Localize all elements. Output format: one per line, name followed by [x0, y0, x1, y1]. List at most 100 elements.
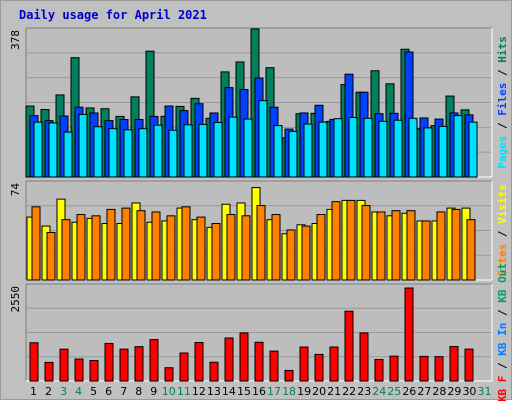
bar-kb-f-day-11 [179, 352, 189, 382]
bar-sites-day-13 [211, 223, 221, 281]
x-tick-label-day-19: 19 [297, 385, 311, 398]
bar-sites-day-24 [376, 211, 386, 281]
legend-item: KB F [496, 376, 509, 401]
bar-kb-f-day-22 [344, 310, 354, 382]
bar-kb-f-day-18 [284, 369, 294, 382]
bar-pages-day-13 [213, 122, 223, 178]
bar-kb-f-day-30 [464, 348, 474, 382]
bar-pages-day-27 [423, 127, 433, 178]
y-max-label: 2550 [9, 286, 22, 313]
bar-kb-f-day-23 [359, 332, 369, 382]
x-tick-label-day-31: 31 [477, 385, 491, 398]
x-tick-label-day-22: 22 [342, 385, 356, 398]
bar-sites-day-11 [181, 206, 191, 281]
bar-pages-day-25 [393, 119, 403, 178]
bar-sites-day-30 [466, 219, 476, 281]
legend: KB F / KB In / KB Out [496, 263, 509, 401]
bar-sites-day-6 [106, 208, 116, 281]
bar-pages-day-30 [468, 121, 478, 178]
x-tick-label-day-28: 28 [432, 385, 446, 398]
bar-sites-day-3 [61, 219, 71, 281]
bar-pages-day-18 [288, 130, 298, 178]
x-tick-label-day-10: 10 [162, 385, 176, 398]
chart-title: Daily usage for April 2021 [19, 8, 207, 22]
legend-item: KB In [496, 323, 509, 356]
legend: Sites / Visits [496, 184, 509, 277]
legend-item: Hits [496, 36, 509, 63]
x-tick-label-day-8: 8 [135, 385, 142, 398]
x-tick-label-day-12: 12 [192, 385, 206, 398]
x-tick-label-day-15: 15 [237, 385, 251, 398]
legend-item: / [496, 116, 509, 136]
bar-kb-f-day-10 [164, 367, 174, 382]
legend-item: / [496, 63, 509, 83]
x-tick-label-day-29: 29 [447, 385, 461, 398]
bar-kb-f-day-26 [404, 287, 414, 382]
x-tick-label-day-27: 27 [417, 385, 431, 398]
bar-pages-day-19 [303, 123, 313, 178]
bar-kb-f-day-25 [389, 355, 399, 382]
bar-sites-day-21 [331, 201, 341, 281]
bar-kb-f-day-7 [119, 348, 129, 382]
x-tick-label-day-23: 23 [357, 385, 371, 398]
bar-kb-f-day-27 [419, 355, 429, 382]
x-tick-label-day-9: 9 [150, 385, 157, 398]
bar-kb-f-day-29 [449, 345, 459, 382]
panel-visits-sites: 74 Sites / Visits [9, 180, 509, 281]
x-tick-label-day-30: 30 [462, 385, 476, 398]
bar-pages-day-2 [48, 122, 58, 178]
bar-sites-day-17 [271, 214, 281, 281]
bar-sites-day-25 [391, 210, 401, 281]
x-tick-label-day-3: 3 [60, 385, 67, 398]
bar-sites-day-26 [406, 210, 416, 281]
x-tick-label-day-17: 17 [267, 385, 281, 398]
bar-kb-f-day-2 [44, 361, 54, 382]
bar-kb-f-day-9 [149, 339, 159, 382]
bar-sites-day-29 [451, 208, 461, 281]
x-tick-label-day-4: 4 [75, 385, 82, 398]
bar-pages-day-11 [183, 124, 193, 178]
bar-kb-f-day-1 [29, 342, 39, 382]
legend-item: Visits [496, 184, 509, 224]
legend-item: Sites [496, 244, 509, 277]
bar-pages-day-10 [168, 129, 178, 178]
bar-sites-day-16 [256, 205, 266, 281]
x-tick-label-day-18: 18 [282, 385, 296, 398]
bar-sites-day-28 [436, 211, 446, 281]
bar-pages-day-3 [63, 131, 73, 178]
bar-sites-day-4 [76, 214, 86, 281]
bar-sites-day-18 [286, 229, 296, 281]
bar-kb-f-day-21 [329, 346, 339, 382]
bar-pages-day-20 [318, 121, 328, 178]
bar-kb-f-day-5 [89, 360, 99, 382]
bar-kb-f-day-6 [104, 342, 114, 382]
legend-item: KB Out [496, 263, 509, 303]
bar-sites-day-5 [91, 215, 101, 281]
bar-sites-day-27 [421, 220, 431, 281]
bar-kb-f-day-3 [59, 348, 69, 382]
bar-pages-day-6 [108, 128, 118, 178]
bar-kb-f-day-15 [239, 332, 249, 382]
x-tick-label-day-11: 11 [177, 385, 191, 398]
bar-pages-day-28 [438, 125, 448, 178]
legend-item: / [496, 224, 509, 244]
legend-item: Pages [496, 136, 509, 169]
bar-kb-f-day-20 [314, 353, 324, 382]
legend: Pages / Files / Hits [496, 36, 509, 169]
bar-kb-f-day-12 [194, 342, 204, 382]
legend-item: / [496, 356, 509, 376]
bar-kb-f-day-24 [374, 358, 384, 382]
x-tick-label-day-24: 24 [372, 385, 386, 398]
x-tick-label-day-1: 1 [30, 385, 37, 398]
x-tick-label-day-7: 7 [120, 385, 127, 398]
bar-pages-day-17 [273, 125, 283, 178]
bar-kb-f-day-28 [434, 356, 444, 382]
bar-pages-day-1 [33, 121, 43, 178]
bar-pages-day-21 [333, 118, 343, 178]
bar-pages-day-22 [348, 117, 358, 178]
bar-sites-day-22 [346, 199, 356, 281]
y-max-label: 74 [9, 183, 22, 197]
bar-pages-day-7 [123, 129, 133, 178]
